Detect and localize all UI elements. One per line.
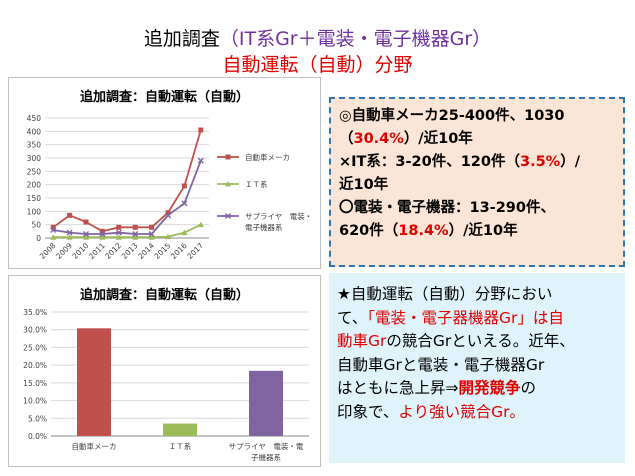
y-tick-label: 30.0% bbox=[23, 326, 47, 335]
data-point bbox=[50, 224, 56, 230]
x-tick-label: 2010 bbox=[71, 241, 91, 261]
data-point bbox=[83, 234, 89, 240]
data-point bbox=[50, 234, 57, 240]
data-point bbox=[66, 229, 73, 236]
x-tick-label: 2012 bbox=[103, 241, 123, 261]
y-tick-label: 50 bbox=[31, 221, 41, 230]
series-line bbox=[53, 223, 202, 239]
legend-label: ＩＴ系 bbox=[245, 179, 268, 189]
legend-marker bbox=[225, 154, 231, 160]
y-tick-label: 150 bbox=[27, 194, 42, 203]
x-tick-label: 2014 bbox=[136, 241, 156, 261]
data-point bbox=[132, 224, 138, 230]
data-point bbox=[99, 228, 105, 234]
data-point bbox=[132, 234, 139, 240]
y-tick-label: 0 bbox=[36, 234, 41, 243]
data-point bbox=[181, 229, 188, 236]
data-point bbox=[181, 200, 188, 207]
data-point bbox=[50, 227, 57, 233]
conclusion-line-2: て、「電装・電子器機器Gr」は自 bbox=[337, 308, 564, 327]
summary-line-2: （30.4%）/近10年 bbox=[339, 131, 473, 147]
data-point bbox=[148, 234, 155, 240]
x-tick-label: サプライヤ 電装・電 bbox=[229, 441, 304, 451]
y-tick-label: 200 bbox=[27, 181, 42, 190]
legend-label: 自動車メーカ bbox=[245, 152, 290, 162]
slide-title: 追加調査（IT系Gr＋電装・電子機器Gr） bbox=[0, 24, 635, 51]
data-point bbox=[198, 127, 204, 133]
y-tick-label: 250 bbox=[27, 167, 42, 176]
series-line bbox=[53, 160, 202, 235]
conclusion-line-1: ★自動運転（自動）分野におい bbox=[337, 285, 553, 303]
x-tick-label: 子機器系 bbox=[251, 452, 281, 462]
slide-title-main: 追加調査 bbox=[143, 28, 220, 50]
y-tick-label: 300 bbox=[27, 154, 42, 163]
summary-line-6: 620件（18.4%）/近10年 bbox=[339, 223, 518, 239]
bar-chart: 0.0% 5.0% 10.0% 15.0% 20.0% 25.0% 30.0% 35.0% 自動… bbox=[23, 308, 309, 462]
slide-subtitle: 自動運転（自動）分野 bbox=[222, 54, 413, 76]
y-tick-label: 350 bbox=[27, 141, 42, 150]
legend-marker bbox=[225, 181, 231, 187]
summary-box: ◎自動車メーカ25-400件、1030 （30.4%）/近10年 ×IT系：3-… bbox=[329, 97, 625, 267]
conclusion-line-4: 自動車Grと電装・電子機器Gr bbox=[337, 355, 545, 374]
y-tick-label: 100 bbox=[27, 207, 42, 216]
conclusion-line-3: 動車Grの競合Grといえる。近年、 bbox=[337, 332, 575, 350]
series-line bbox=[52, 129, 202, 233]
y-tick-label: 10.0% bbox=[23, 397, 47, 406]
line-chart-panel: 追加調査：自動運転（自動） 0 50 100 150 200 250 300 350 400 45… bbox=[8, 77, 321, 269]
summary-line-3: ×IT系：3-20件、120件（3.5%）/ bbox=[339, 154, 581, 170]
x-tick-label: 2013 bbox=[120, 241, 140, 261]
legend-label: サプライヤ 電装・ bbox=[245, 211, 312, 221]
data-point bbox=[165, 210, 171, 216]
bar-chart-title: 追加調査：自動運転（自動） bbox=[79, 288, 249, 303]
data-point bbox=[116, 224, 122, 230]
bar bbox=[249, 370, 283, 436]
y-tick-label: 15.0% bbox=[23, 379, 47, 388]
data-point bbox=[99, 234, 106, 240]
legend-label: 電子機器系 bbox=[245, 222, 283, 232]
summary-line-1: ◎自動車メーカ25-400件、1030 bbox=[339, 108, 565, 124]
conclusion-line-5: はともに急上昇⇒開発競争の bbox=[337, 379, 537, 397]
data-point bbox=[148, 231, 155, 237]
data-point bbox=[197, 157, 204, 164]
x-tick-label: 2017 bbox=[185, 241, 205, 261]
bar bbox=[163, 423, 197, 436]
data-point bbox=[165, 233, 171, 240]
legend-marker bbox=[225, 213, 231, 219]
summary-line-4: 近10年 bbox=[339, 177, 389, 193]
data-point bbox=[66, 234, 73, 240]
data-point bbox=[149, 224, 155, 230]
x-tick-label: 2011 bbox=[87, 241, 107, 261]
summary-line-5: 〇電装・電子機器：13-290件、 bbox=[339, 200, 555, 216]
slide-title-sub: （IT系Gr＋電装・電子機器Gr） bbox=[219, 28, 492, 50]
x-tick-label: 自動車メーカ bbox=[72, 441, 117, 451]
data-point bbox=[181, 183, 187, 189]
bar-chart-panel: 追加調査：自動運転（自動） 0.0% 5.0% 10.0% 15.0% 20.0% 25.… bbox=[8, 275, 321, 467]
x-tick-label: 2008 bbox=[38, 241, 58, 261]
y-tick-label: 20.0% bbox=[23, 361, 47, 370]
y-tick-label: 0.0% bbox=[28, 432, 47, 441]
data-point bbox=[83, 219, 89, 225]
y-tick-label: 5.0% bbox=[28, 414, 47, 423]
data-point bbox=[115, 229, 122, 236]
data-point bbox=[99, 231, 106, 237]
line-chart: 0501001502002503003504004502008200920102… bbox=[27, 114, 313, 261]
y-tick-label: 35.0% bbox=[23, 308, 47, 317]
y-tick-label: 450 bbox=[27, 114, 42, 123]
data-point bbox=[165, 212, 171, 219]
x-tick-label: 2015 bbox=[153, 241, 173, 261]
bar bbox=[77, 328, 111, 436]
data-point bbox=[115, 234, 122, 240]
data-point bbox=[132, 231, 139, 237]
y-tick-label: 400 bbox=[27, 127, 42, 136]
conclusion-box: ★自動運転（自動）分野におい て、「電装・電子器機器Gr」は自 動車Grの競合G… bbox=[329, 273, 625, 463]
conclusion-line-6: 印象で、より強い競合Gr。 bbox=[337, 402, 525, 421]
data-point bbox=[67, 212, 73, 218]
x-tick-label: ＩＴ系 bbox=[169, 441, 192, 451]
x-tick-label: 2009 bbox=[54, 241, 74, 261]
line-chart-title: 追加調査：自動運転（自動） bbox=[79, 90, 249, 105]
y-tick-label: 25.0% bbox=[23, 343, 47, 352]
x-tick-label: 2016 bbox=[169, 241, 189, 261]
data-point bbox=[197, 221, 204, 228]
data-point bbox=[83, 231, 89, 237]
